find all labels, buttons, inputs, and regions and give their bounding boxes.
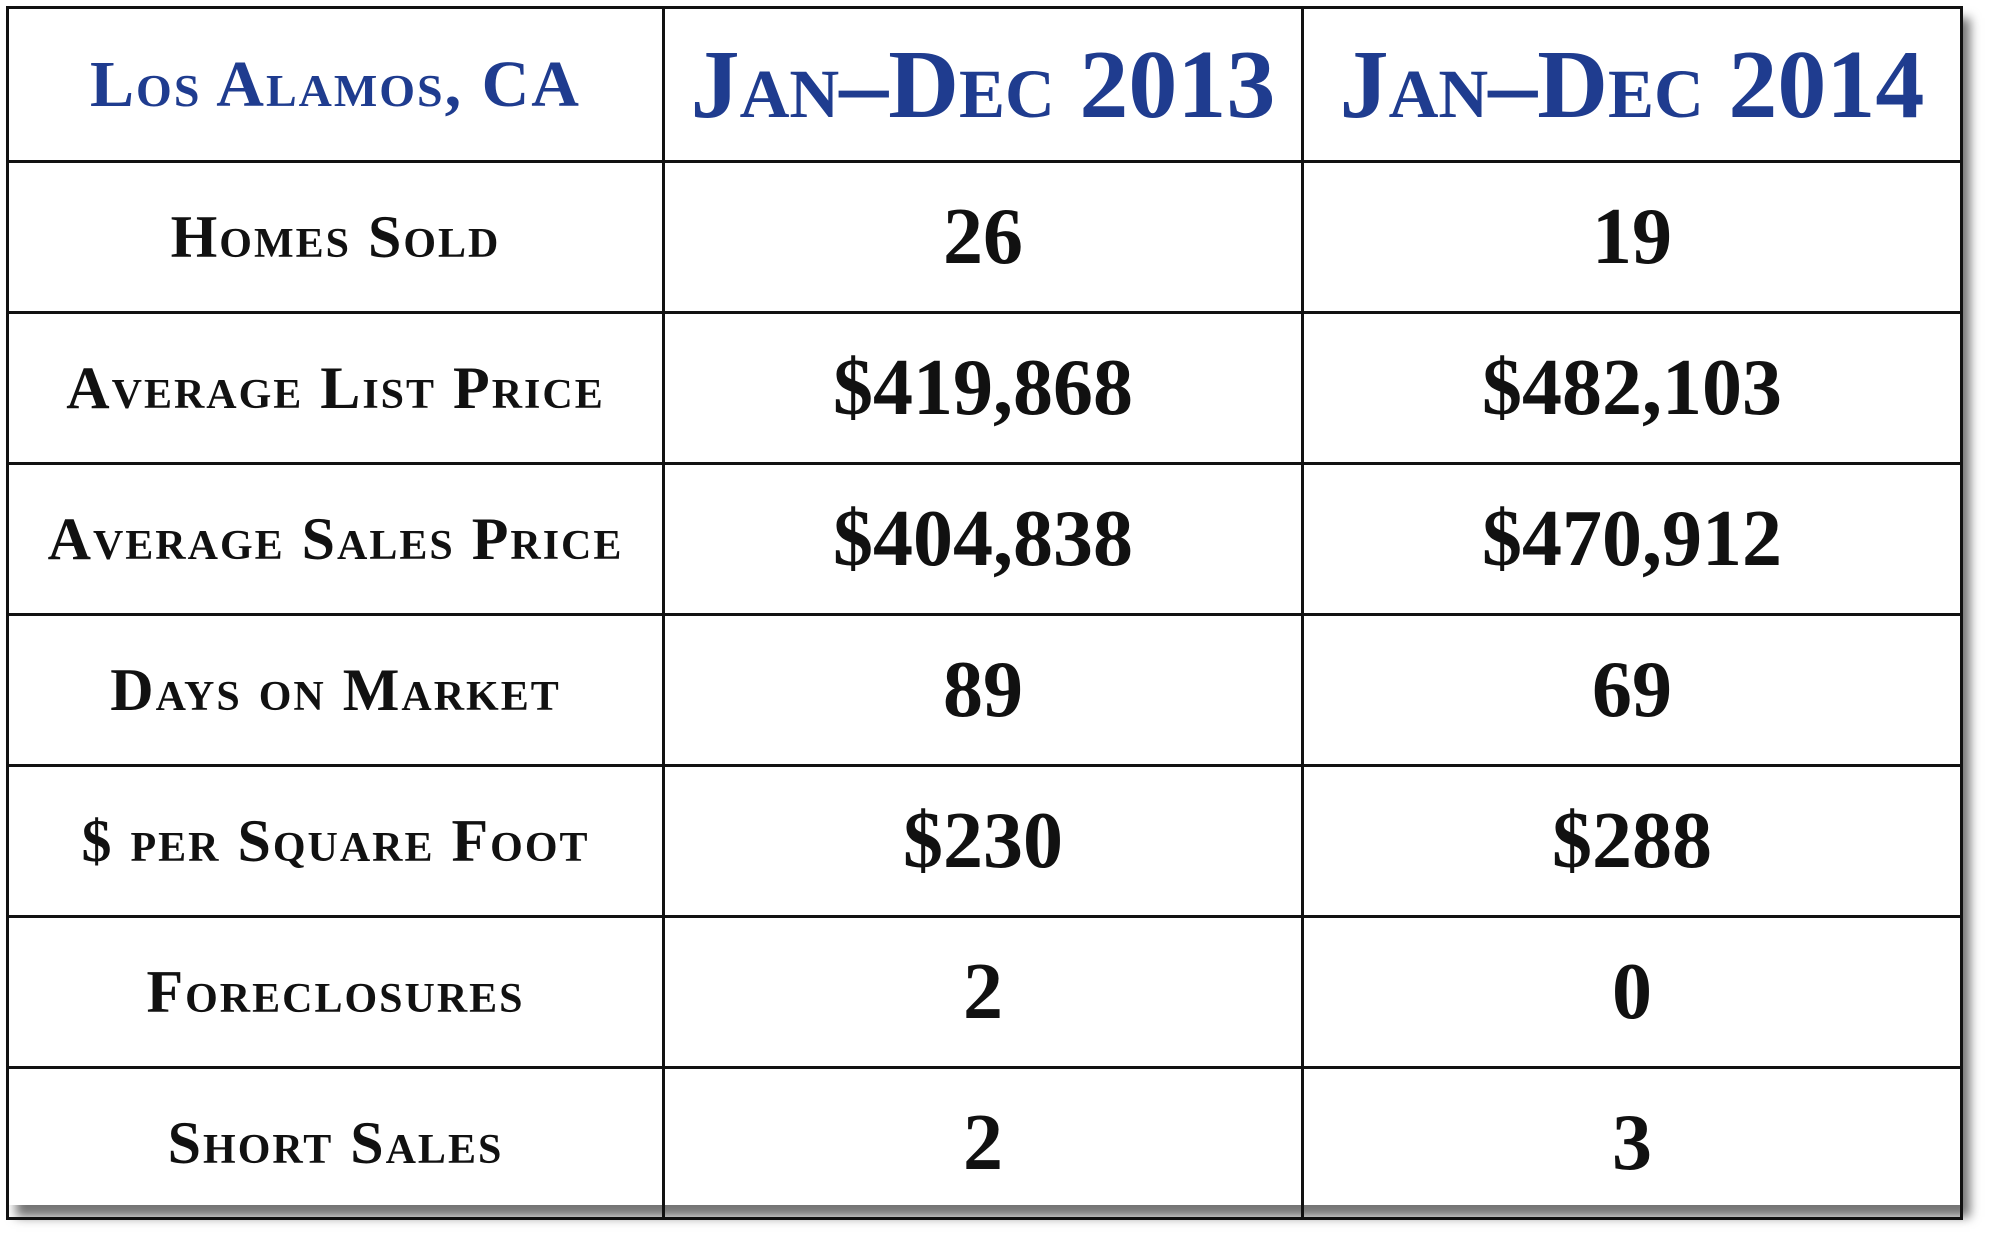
cell-value: $230 <box>662 764 1304 918</box>
table-row: Homes Sold 26 19 <box>6 160 1963 314</box>
table-body: Homes Sold 26 19 Average List Price $419,868… <box>6 160 1963 1220</box>
cell-value: 26 <box>662 160 1304 314</box>
table-row: Average Sales Price $404,838 $470,912 <box>6 462 1963 616</box>
cell-value: $404,838 <box>662 462 1304 616</box>
cell-value: 3 <box>1301 1066 1963 1220</box>
cell-value: 2 <box>662 1066 1304 1220</box>
cell-value: $288 <box>1301 764 1963 918</box>
cell-value: $419,868 <box>662 311 1304 465</box>
cell-value: $470,912 <box>1301 462 1963 616</box>
column-header: Jan–Dec 2014 <box>1301 6 1963 163</box>
row-label: Homes Sold <box>6 160 665 314</box>
cell-value: 19 <box>1301 160 1963 314</box>
cell-value: 89 <box>662 613 1304 767</box>
table-title: Los Alamos, CA <box>6 6 665 163</box>
row-label: Average List Price <box>6 311 665 465</box>
table-row: Foreclosures 2 0 <box>6 915 1963 1069</box>
row-label: $ per Square Foot <box>6 764 665 918</box>
market-table: Los Alamos, CA Jan–Dec 2013 Jan–Dec 2014… <box>6 6 1963 1220</box>
row-label: Short Sales <box>6 1066 665 1220</box>
table-row: Short Sales 2 3 <box>6 1066 1963 1220</box>
table-card: Los Alamos, CA Jan–Dec 2013 Jan–Dec 2014… <box>6 6 1963 1220</box>
row-label: Average Sales Price <box>6 462 665 616</box>
table-row: $ per Square Foot $230 $288 <box>6 764 1963 918</box>
cell-value: 69 <box>1301 613 1963 767</box>
cell-value: 0 <box>1301 915 1963 1069</box>
cell-value: $482,103 <box>1301 311 1963 465</box>
header-row: Los Alamos, CA Jan–Dec 2013 Jan–Dec 2014 <box>6 6 1963 163</box>
column-header: Jan–Dec 2013 <box>662 6 1304 163</box>
row-label: Days on Market <box>6 613 665 767</box>
cell-value: 2 <box>662 915 1304 1069</box>
table-row: Days on Market 89 69 <box>6 613 1963 767</box>
table-row: Average List Price $419,868 $482,103 <box>6 311 1963 465</box>
row-label: Foreclosures <box>6 915 665 1069</box>
